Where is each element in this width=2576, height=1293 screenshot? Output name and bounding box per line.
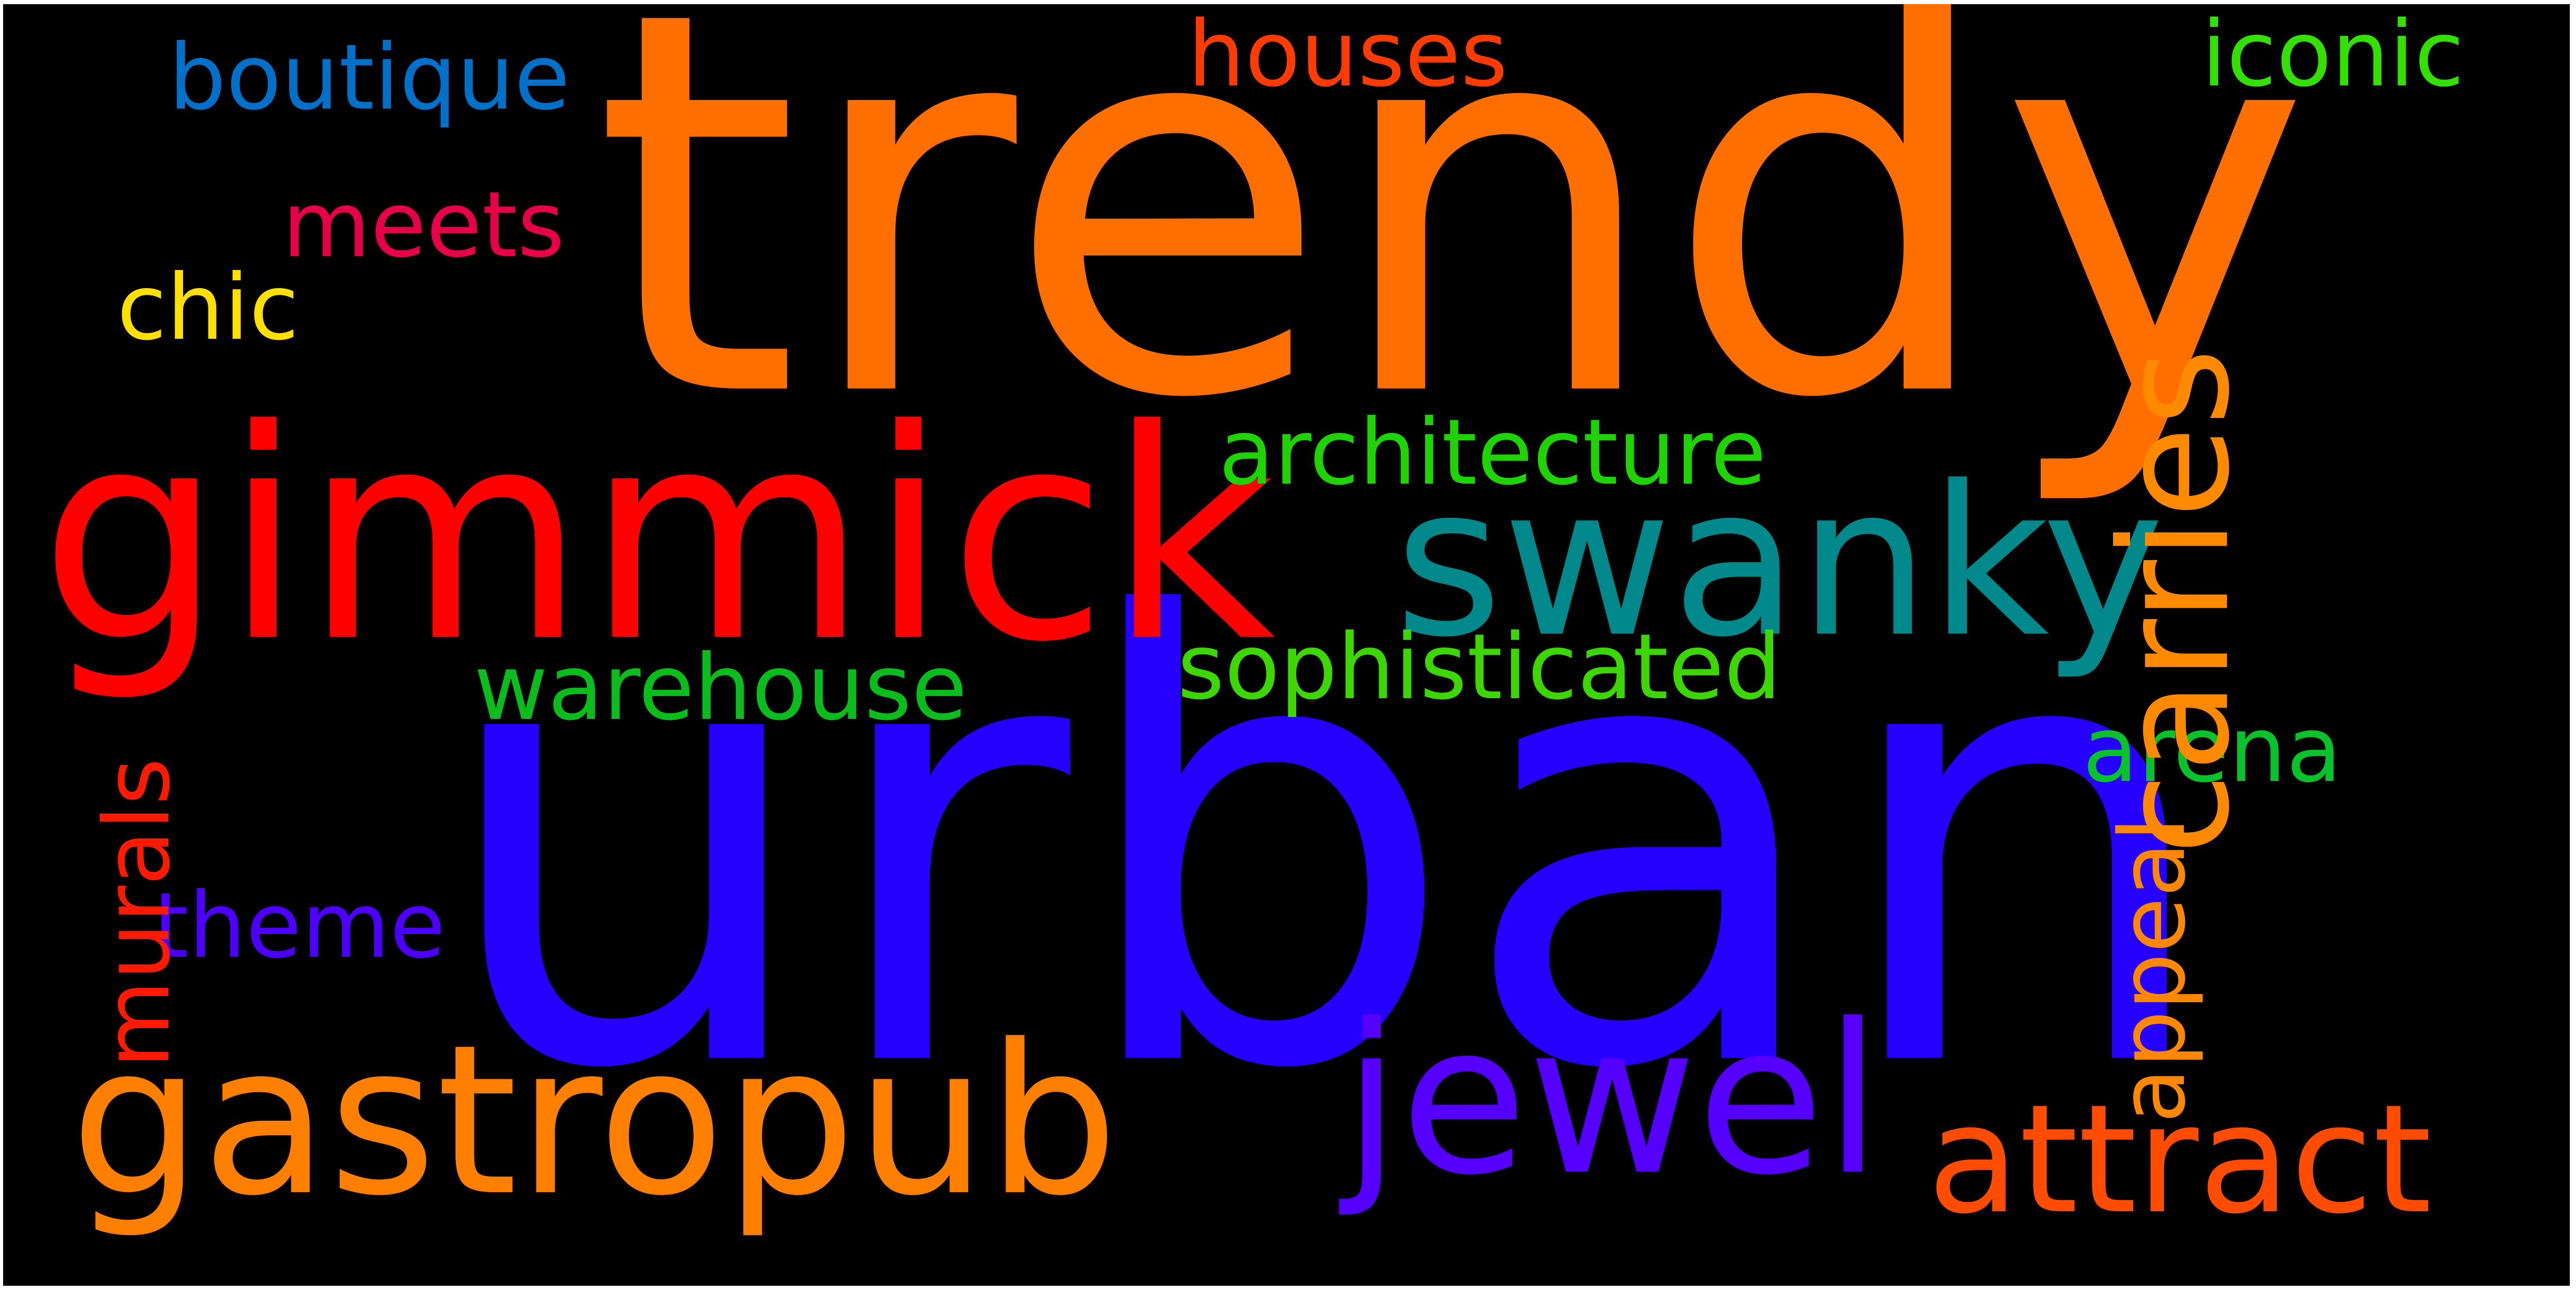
word-iconic: iconic xyxy=(2201,4,2464,107)
word-murals: murals xyxy=(85,758,190,1069)
word-boutique: boutique xyxy=(169,25,570,130)
word-urban: urban xyxy=(432,492,2219,1202)
word-houses: houses xyxy=(1188,4,1508,107)
word-swanky: swanky xyxy=(1395,442,2165,683)
word-attract: attract xyxy=(1927,1073,2432,1247)
word-chic: chic xyxy=(117,255,299,360)
word-architecture: architecture xyxy=(1219,400,1766,505)
word-sophisticated: sophisticated xyxy=(1177,615,1782,720)
word-meets: meets xyxy=(282,173,565,278)
word-gastropub: gastropub xyxy=(70,1001,1118,1241)
word-appeal: appeal xyxy=(2100,817,2206,1123)
word-arena: arena xyxy=(2083,698,2342,803)
word-trendy: trendy xyxy=(593,4,2311,513)
word-carries: carries xyxy=(2088,348,2263,855)
word-theme: theme xyxy=(153,874,446,979)
word-jewel: jewel xyxy=(1343,980,1882,1221)
word-warehouse: warehouse xyxy=(474,636,967,741)
word-gimmick: gimmick xyxy=(39,368,1276,705)
word-cloud: trendy urban gimmick swanky gastropub je… xyxy=(3,4,2570,1286)
